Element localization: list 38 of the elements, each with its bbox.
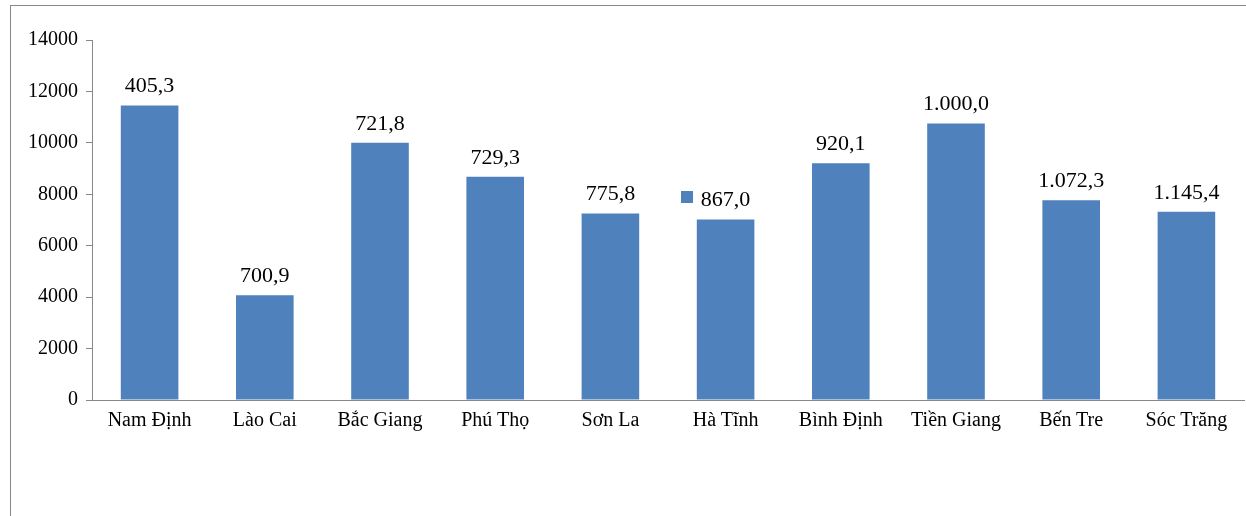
bar: [1157, 211, 1216, 400]
annotation: 721,8: [355, 109, 405, 135]
x-tick-label: Bắc Giang: [337, 408, 423, 432]
x-tick-label: Phú Thọ: [461, 408, 530, 431]
x-tick-label: Nam Định: [107, 408, 192, 431]
y-tick-label: 8000: [38, 181, 78, 204]
y-tick-label: 6000: [38, 232, 78, 255]
annotation: 1.072,3: [1038, 166, 1105, 192]
y-tick-label: 2000: [38, 335, 78, 358]
annotation: 700,9: [240, 262, 290, 288]
y-tick-label: 10000: [28, 130, 78, 153]
x-tick-label: Tiền Giang: [911, 408, 1001, 432]
annotation: 405,3: [124, 72, 175, 98]
x-tick-label: Bến Tre: [1039, 408, 1104, 431]
annotation: 775,8: [585, 180, 636, 206]
annotation: 729,3: [470, 143, 520, 169]
annotation: 920,1: [816, 129, 866, 155]
y-tick-label: 0: [68, 387, 78, 410]
bar: [236, 295, 294, 400]
bar: [120, 105, 179, 400]
bar: [1042, 200, 1100, 400]
annotation: 867,0: [700, 186, 751, 212]
y-tick-label: 4000: [38, 284, 78, 307]
x-tick-label: Lào Cai: [232, 408, 298, 431]
annotation: 1.145,4: [1153, 178, 1220, 204]
y-tick-label: 12000: [28, 78, 78, 101]
bar: [696, 219, 755, 400]
bar: [581, 213, 640, 400]
bar: [351, 142, 409, 400]
x-tick-label: Sóc Trăng: [1145, 408, 1228, 432]
x-tick-label: Hà Tĩnh: [692, 408, 759, 431]
x-tick-label: Bình Định: [798, 408, 883, 431]
y-tick-label: 14000: [28, 27, 78, 50]
bar: [927, 123, 985, 400]
bar: [466, 176, 524, 400]
bar: [812, 163, 870, 400]
annotation: 1.000,0: [923, 90, 989, 116]
x-tick-label: Sơn La: [581, 408, 640, 431]
